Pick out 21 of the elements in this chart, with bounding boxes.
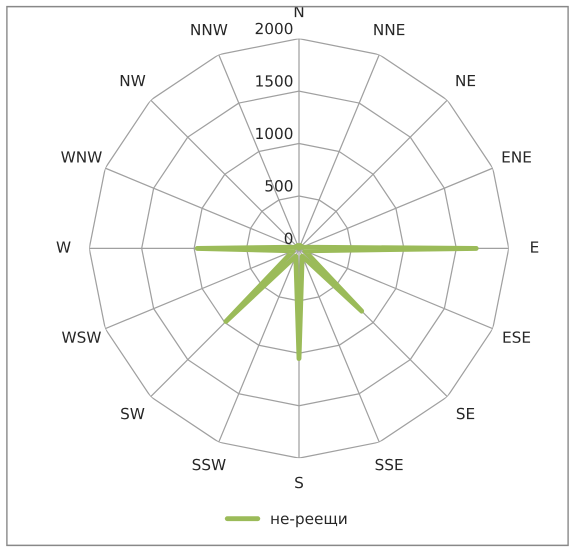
spoke-label: NNW	[191, 24, 228, 36]
spoke-label: SE	[456, 408, 474, 420]
spoke-label: WNW	[61, 151, 102, 163]
spoke-label: NW	[120, 74, 146, 86]
spoke-label: SW	[121, 408, 144, 420]
spoke-label: NNE	[374, 24, 404, 36]
spoke-label: E	[531, 241, 538, 253]
y-tick-label: 500	[265, 180, 292, 192]
spoke-label: ENE	[502, 151, 531, 163]
spoke-label: NE	[456, 74, 476, 86]
spoke-label: SSW	[192, 458, 226, 470]
spoke-label: WSW	[62, 331, 101, 343]
spoke-label: SSE	[376, 458, 403, 470]
y-tick-label: 2000	[256, 22, 292, 34]
y-tick-label: 1000	[256, 128, 292, 140]
spoke-label: ESE	[504, 331, 530, 343]
legend-label: не-реещи	[271, 515, 346, 528]
y-tick-label: 0	[284, 232, 292, 244]
y-tick-label: 1500	[256, 75, 292, 87]
spoke-label: W	[56, 241, 71, 253]
spoke-label: S	[295, 476, 303, 488]
